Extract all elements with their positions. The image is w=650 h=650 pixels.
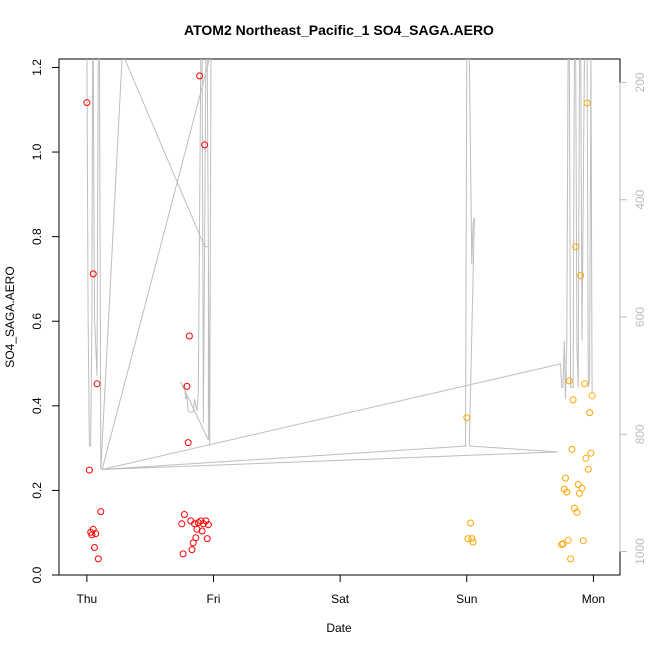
- data-point: [565, 377, 573, 385]
- data-point: [469, 538, 477, 546]
- data-point: [94, 555, 102, 563]
- x-tick-label: Sat: [331, 592, 350, 606]
- data-point: [91, 544, 98, 551]
- y-axis: 0.0 0.2 0.4 0.6 0.8 1.0 1.2: [30, 59, 60, 583]
- data-point: [192, 534, 200, 542]
- data-point: [581, 380, 588, 388]
- chart-title: ATOM2 Northeast_Pacific_1 SO4_SAGA.AERO: [184, 22, 494, 38]
- data-points-layer: [83, 72, 596, 563]
- y-tick-label: 0.2: [30, 482, 44, 499]
- data-point: [567, 555, 575, 563]
- data-point: [93, 380, 101, 388]
- data-point: [579, 537, 587, 545]
- data-point: [563, 488, 571, 496]
- plot-frame: [58, 58, 621, 576]
- data-point: [178, 520, 186, 528]
- data-point: [468, 535, 476, 543]
- y-tick-label: 0.6: [30, 313, 44, 330]
- data-point: [180, 511, 188, 518]
- data-point: [188, 546, 196, 554]
- secondary-y-axis: 200 400 600 800 1000: [619, 72, 647, 565]
- y-tick-label: 0.0: [30, 566, 44, 583]
- data-point: [201, 141, 209, 149]
- data-point: [572, 243, 580, 251]
- y2-tick-label: 600: [633, 307, 647, 327]
- data-point: [198, 527, 206, 535]
- data-point: [85, 466, 93, 474]
- y2-tick-label: 1000: [633, 538, 647, 565]
- x-tick-label: Sun: [456, 592, 477, 606]
- data-point: [92, 530, 100, 538]
- x-tick-label: Fri: [206, 592, 220, 606]
- y-axis-label: SO4_SAGA.AERO: [3, 266, 17, 367]
- data-point: [573, 508, 581, 516]
- data-point: [588, 392, 596, 400]
- data-point: [568, 445, 576, 453]
- y2-tick-label: 400: [633, 189, 647, 209]
- data-point: [464, 535, 472, 543]
- data-point: [569, 396, 577, 404]
- x-axis-label: Date: [326, 621, 352, 635]
- y-tick-label: 0.4: [30, 397, 44, 414]
- data-point: [97, 508, 105, 516]
- data-point: [562, 474, 569, 482]
- data-point: [587, 449, 595, 457]
- data-point: [89, 270, 97, 278]
- data-point: [463, 414, 471, 422]
- data-point: [204, 521, 212, 529]
- y-tick-label: 1.0: [30, 143, 44, 160]
- data-point: [196, 72, 204, 80]
- data-point: [578, 484, 586, 492]
- data-point: [203, 535, 211, 543]
- y-tick-label: 0.8: [30, 228, 44, 245]
- data-point: [574, 481, 582, 488]
- y-tick-label: 1.2: [30, 59, 44, 76]
- y2-tick-label: 800: [633, 424, 647, 444]
- data-point: [582, 454, 590, 462]
- data-point: [559, 540, 567, 548]
- data-point: [583, 99, 591, 107]
- data-point: [185, 332, 193, 340]
- x-tick-label: Mon: [582, 592, 605, 606]
- data-point: [467, 519, 475, 527]
- y2-tick-label: 200: [633, 72, 647, 92]
- x-axis: Thu Fri Sat Sun Mon: [77, 574, 605, 606]
- data-point: [184, 439, 192, 447]
- pressure-line: [86, 59, 593, 471]
- x-tick-label: Thu: [77, 592, 98, 606]
- pressure-line-layer: [86, 59, 593, 471]
- data-point: [191, 520, 198, 528]
- data-point: [558, 541, 566, 548]
- data-point: [577, 272, 585, 280]
- data-point: [83, 99, 91, 107]
- data-point: [179, 550, 187, 558]
- data-point: [586, 409, 594, 417]
- data-point: [564, 536, 572, 544]
- data-point: [183, 382, 191, 390]
- data-point: [584, 465, 592, 473]
